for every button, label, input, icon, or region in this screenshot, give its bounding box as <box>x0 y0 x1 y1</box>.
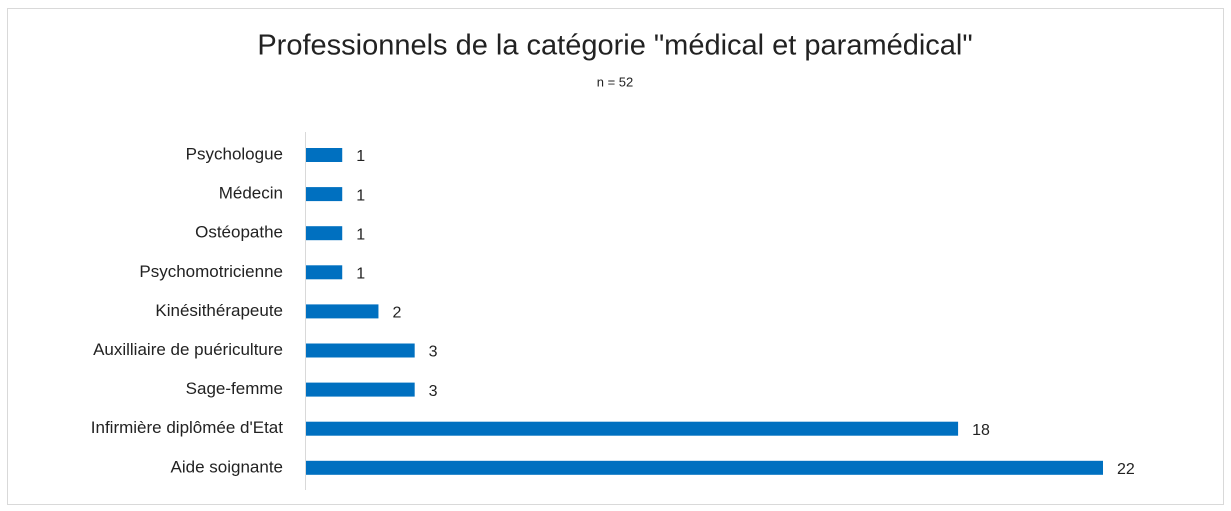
bar <box>306 265 343 280</box>
y-tick-label: Kinésithérapeute <box>155 301 283 320</box>
data-label: 1 <box>356 187 365 204</box>
y-tick-label: Psychomotricienne <box>139 262 283 281</box>
y-tick-label: Infirmière diplômée d'Etat <box>91 418 283 437</box>
bar <box>306 421 959 436</box>
bar <box>306 148 343 162</box>
y-tick-label: Aide soignante <box>171 457 283 476</box>
data-label: 2 <box>392 305 401 322</box>
y-tick-label: Auxilliaire de puériculture <box>93 340 283 359</box>
y-tick-label: Psychologue <box>186 144 283 163</box>
data-label: 22 <box>1117 461 1135 478</box>
data-label: 3 <box>429 344 438 361</box>
y-tick-label: Médecin <box>219 184 283 203</box>
data-label: 3 <box>429 383 438 400</box>
chart-title: Professionnels de la catégorie "médical … <box>257 30 972 62</box>
data-label: 18 <box>972 422 990 439</box>
y-tick-label: Ostéopathe <box>195 223 283 242</box>
chart-subtitle: n = 52 <box>597 74 634 89</box>
bar <box>306 343 415 358</box>
data-label: 1 <box>356 148 365 165</box>
data-label: 1 <box>356 226 365 243</box>
bar <box>306 382 415 397</box>
y-tick-label: Sage-femme <box>186 379 283 398</box>
data-label: 1 <box>356 266 365 283</box>
bar <box>306 226 343 241</box>
bar <box>306 304 379 319</box>
bar <box>306 460 1103 475</box>
bar <box>306 187 343 202</box>
